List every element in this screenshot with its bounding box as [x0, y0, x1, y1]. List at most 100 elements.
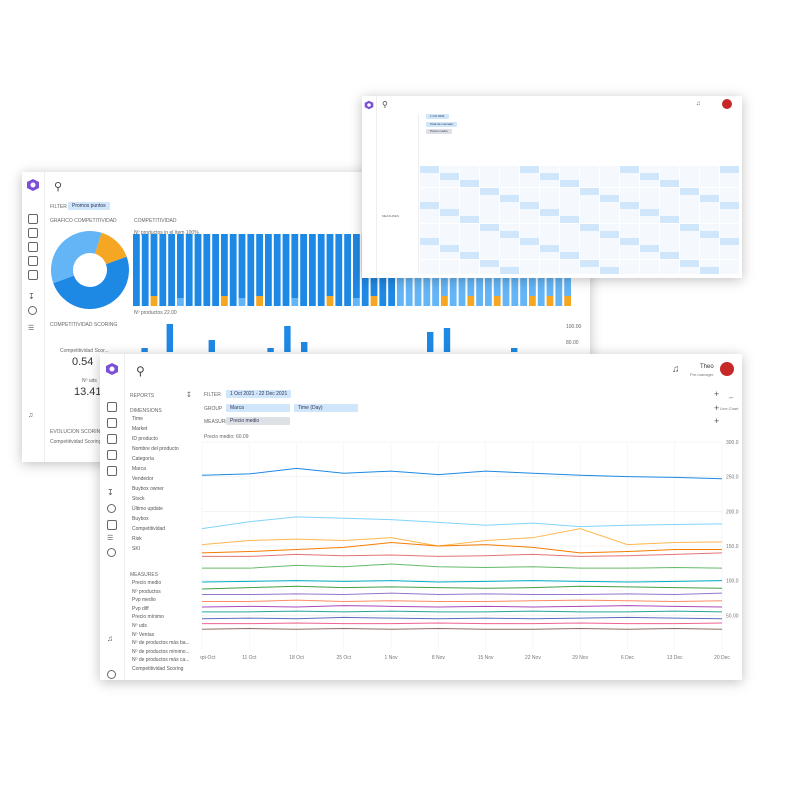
avatar[interactable]	[722, 99, 732, 109]
measures-list: Precio medio Nº productos Pvp medio Pvp dif…	[132, 580, 192, 680]
cube-icon[interactable]	[28, 228, 38, 238]
grid-cell	[640, 252, 659, 260]
grid-cell	[720, 245, 739, 253]
grid-cell	[680, 216, 699, 224]
measure-item[interactable]: Nº de productos mínimo...	[132, 648, 190, 655]
mid-group-pill[interactable]: Total de mercado	[426, 122, 458, 127]
grid-cell	[660, 230, 679, 238]
measure-item[interactable]: Nº productos	[132, 588, 161, 595]
dimension-item[interactable]: Nombre del producto	[132, 446, 179, 452]
dimension-item[interactable]: Competitividad	[132, 526, 166, 532]
stacked-bar-segment	[467, 296, 475, 306]
search-icon[interactable]: ⚲	[54, 181, 63, 193]
dimension-item[interactable]: SKI	[132, 546, 141, 552]
grid-cell	[560, 187, 579, 195]
check-icon[interactable]	[107, 548, 116, 557]
measure-item[interactable]: Nº uds	[132, 623, 147, 629]
chart-type-button[interactable]: Line Chart	[720, 406, 739, 411]
grid-cell	[460, 238, 479, 245]
download-icon[interactable]: ↧	[186, 392, 192, 399]
measure-item[interactable]: Nº de productos más ba...	[132, 640, 190, 647]
evolution-item[interactable]: Competitividad Scoring	[50, 439, 102, 445]
measure-pill[interactable]: Precio medio	[226, 417, 290, 425]
dimension-item[interactable]: ID producto	[132, 436, 158, 442]
grid-cell	[660, 259, 679, 267]
group-label: GROUP	[204, 406, 223, 412]
list-icon[interactable]: ☰	[28, 325, 35, 332]
group-pill-brand[interactable]: Marca	[226, 404, 290, 412]
search-icon[interactable]: ⚲	[136, 364, 145, 378]
small-bars-chart	[141, 324, 518, 352]
bell-icon[interactable]: ♫	[28, 412, 34, 419]
dimension-item[interactable]: Market	[132, 426, 148, 432]
download-icon[interactable]: ↧	[107, 488, 114, 497]
dimension-item[interactable]: Último update	[132, 506, 163, 512]
plus-icon[interactable]: +	[714, 403, 720, 413]
grid-cell	[500, 173, 519, 181]
bar-caption-2: Nº productos 22.00	[134, 310, 177, 316]
bell-icon[interactable]: ♫	[672, 364, 680, 375]
score-value: 0.54	[72, 356, 94, 368]
list-icon[interactable]: ☰	[107, 535, 114, 542]
grid-cell	[480, 230, 499, 238]
clock-icon[interactable]	[28, 306, 37, 315]
cube-icon[interactable]	[107, 434, 117, 444]
dimension-item[interactable]: Buybox	[132, 516, 149, 522]
plus-icon[interactable]: +	[714, 389, 720, 399]
plus-icon[interactable]: +	[714, 416, 720, 426]
grid-cell	[440, 216, 459, 224]
dimension-item[interactable]: Categoría	[132, 456, 154, 462]
cube-icon[interactable]	[107, 418, 117, 428]
grid-cell	[480, 238, 499, 245]
line-chart-icon[interactable]: ∽	[728, 395, 734, 402]
grid-cell	[560, 180, 579, 188]
measure-item[interactable]: Nº Ventas	[132, 631, 155, 638]
series-line	[202, 552, 723, 557]
grid-cell	[500, 194, 519, 202]
dimension-item[interactable]: Marca	[132, 466, 146, 472]
download-icon[interactable]: ↧	[28, 292, 35, 301]
clock-icon[interactable]	[107, 504, 116, 513]
mid-measure-pill[interactable]: Precio medio	[426, 129, 452, 134]
mid-filter-pill[interactable]: 1 Oct 2021	[426, 114, 449, 119]
bell-icon[interactable]: ♫	[107, 634, 113, 643]
y-tick-label: 250.0	[726, 475, 739, 481]
dimension-item[interactable]: Vendedor	[132, 476, 154, 482]
grid-cell	[420, 187, 439, 195]
measure-item[interactable]: Precio mínimo	[132, 614, 164, 621]
cube-icon[interactable]	[107, 450, 117, 460]
dimension-item[interactable]: Risk	[132, 536, 142, 542]
dimension-item[interactable]: Stock	[132, 496, 145, 502]
group-pill-time[interactable]: Time (Day)	[294, 404, 358, 412]
back-filter-pill[interactable]: Promos puntos	[68, 202, 110, 210]
series-line	[202, 610, 723, 613]
grid-cell	[620, 238, 639, 245]
grid-cell	[560, 209, 579, 217]
measure-item[interactable]: Competitividad Scoring	[132, 666, 184, 672]
search-icon[interactable]: ⚲	[382, 100, 388, 109]
measure-item[interactable]: Pvp diff	[132, 605, 149, 612]
grid-cell	[720, 187, 739, 195]
series-line	[202, 622, 723, 625]
cube-icon[interactable]	[28, 270, 38, 280]
help-icon[interactable]	[107, 670, 116, 679]
cube-icon[interactable]	[28, 242, 38, 252]
filter-pill[interactable]: 1 Oct 2021 - 22 Dec 2021	[226, 390, 292, 398]
x-tick-label: 18 Oct	[289, 655, 304, 661]
avatar[interactable]	[720, 362, 734, 376]
cube-icon[interactable]	[107, 402, 117, 412]
measure-item[interactable]: Precio medio	[132, 580, 162, 586]
grid-cell	[660, 166, 679, 173]
dimension-item[interactable]: Buybox owner	[132, 486, 164, 492]
cube-icon[interactable]	[107, 466, 117, 476]
dimension-item[interactable]: Time	[132, 416, 143, 422]
cube-icon[interactable]	[28, 256, 38, 266]
grid-cell	[480, 259, 499, 267]
cube-icon[interactable]	[107, 520, 117, 530]
cube-icon[interactable]	[28, 214, 38, 224]
measure-item[interactable]: Nº de productos más ca...	[132, 657, 190, 664]
grid-cell	[520, 245, 539, 253]
x-tick-label: 15 Nov	[478, 655, 494, 661]
measure-item[interactable]: Pvp medio	[132, 597, 156, 604]
bell-icon[interactable]: ♫	[696, 101, 701, 107]
